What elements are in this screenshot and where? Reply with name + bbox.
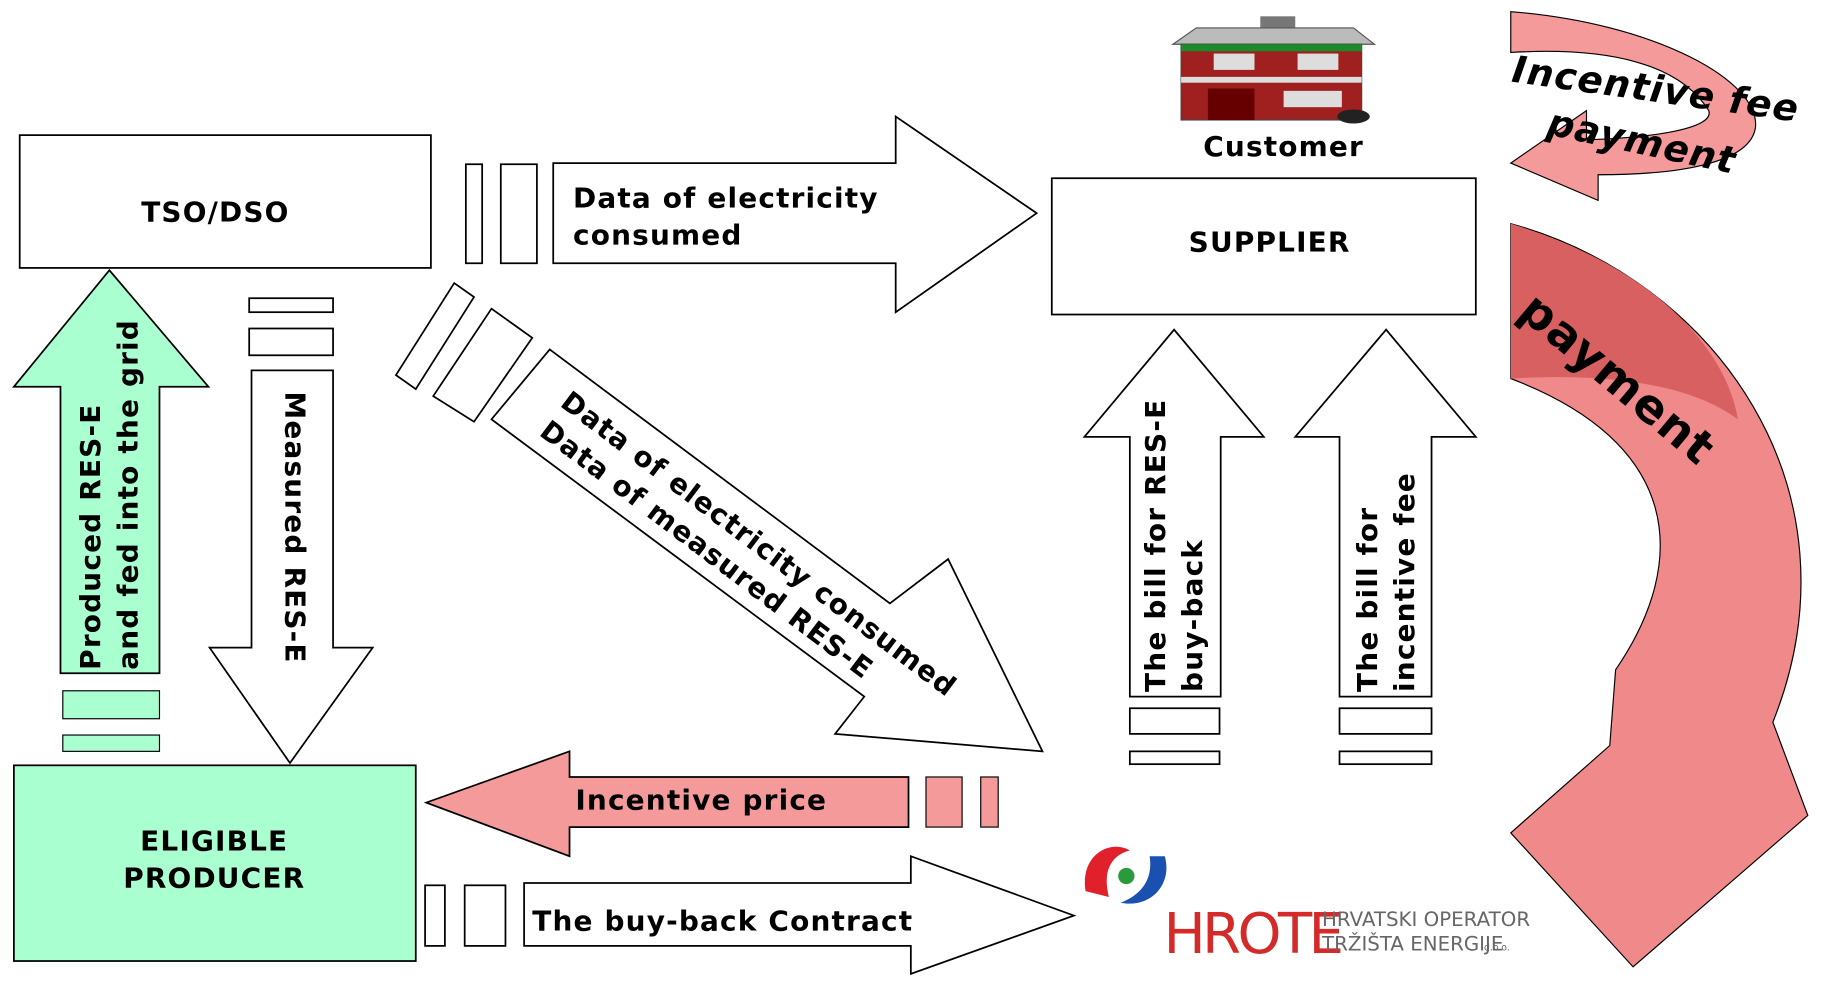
supplier-box [1050, 177, 1477, 316]
logo-text: d.o.o. [1484, 943, 1510, 954]
arrow-label: Measured RES-E [278, 391, 311, 663]
arrow-tail [62, 734, 161, 752]
arrow-label: Data of electricity consumed [555, 385, 963, 704]
producer-box [13, 764, 417, 962]
logo-text: HRVATSKI OPERATOR [1322, 908, 1530, 931]
node-label: Customer [1203, 130, 1364, 163]
tso-dso-box [18, 134, 432, 269]
node-label: SUPPLIER [1189, 226, 1351, 259]
arrow [490, 348, 1044, 753]
arrow [207, 369, 375, 765]
arrow-label: Data of measured RES-E [534, 414, 880, 686]
arrow [1082, 328, 1266, 698]
arrow-tail [394, 281, 476, 391]
logo-text: TRŽIŠTA ENERGIJE [1321, 932, 1503, 956]
arrow-tail [1338, 750, 1433, 766]
arrow-label: buy-back [1176, 539, 1209, 692]
arrow-label: Incentive price [575, 784, 827, 817]
arrow-tail [1338, 707, 1433, 735]
arrow [12, 268, 211, 675]
arrow [423, 750, 910, 858]
arrow-tail [62, 690, 161, 720]
hrote-logo [1084, 846, 1167, 904]
arrow [552, 114, 1039, 314]
arrow-label: Data of electricity [573, 181, 879, 214]
arrow-tail [463, 884, 507, 947]
arrow-tail [980, 776, 999, 828]
arrow [523, 854, 1077, 976]
arrow-tail [1128, 707, 1221, 735]
node-label: TSO/DSO [141, 195, 289, 228]
payment-arrow-shade [1510, 223, 1738, 420]
arrow-tail [424, 884, 446, 947]
arrow-tail [499, 163, 538, 265]
arrow-label: incentive fee [1388, 472, 1421, 692]
incentive-fee-arrow [1509, 11, 1756, 202]
arrow [1293, 328, 1478, 698]
arrow-label: The bill for [1351, 507, 1384, 692]
arrow-label: Produced RES-E [74, 404, 107, 670]
arrow-tail [248, 297, 334, 314]
node-label: ELIGIBLE [140, 824, 288, 857]
arrow-tail [1128, 750, 1221, 766]
arrow-label: and fed into the grid [111, 319, 144, 670]
logo-name: HROTE [1164, 902, 1341, 967]
arrow-label: The bill for RES-E [1139, 399, 1172, 692]
arrow-tail [248, 327, 334, 357]
arrow-tail [432, 307, 534, 423]
arrow-tail [464, 163, 484, 265]
node-label: PRODUCER [123, 862, 305, 895]
arrow-tail [925, 776, 963, 828]
arrow-label: The buy-back Contract [532, 905, 913, 938]
house-icon [1171, 16, 1377, 124]
arrow-label: consumed [573, 219, 743, 252]
